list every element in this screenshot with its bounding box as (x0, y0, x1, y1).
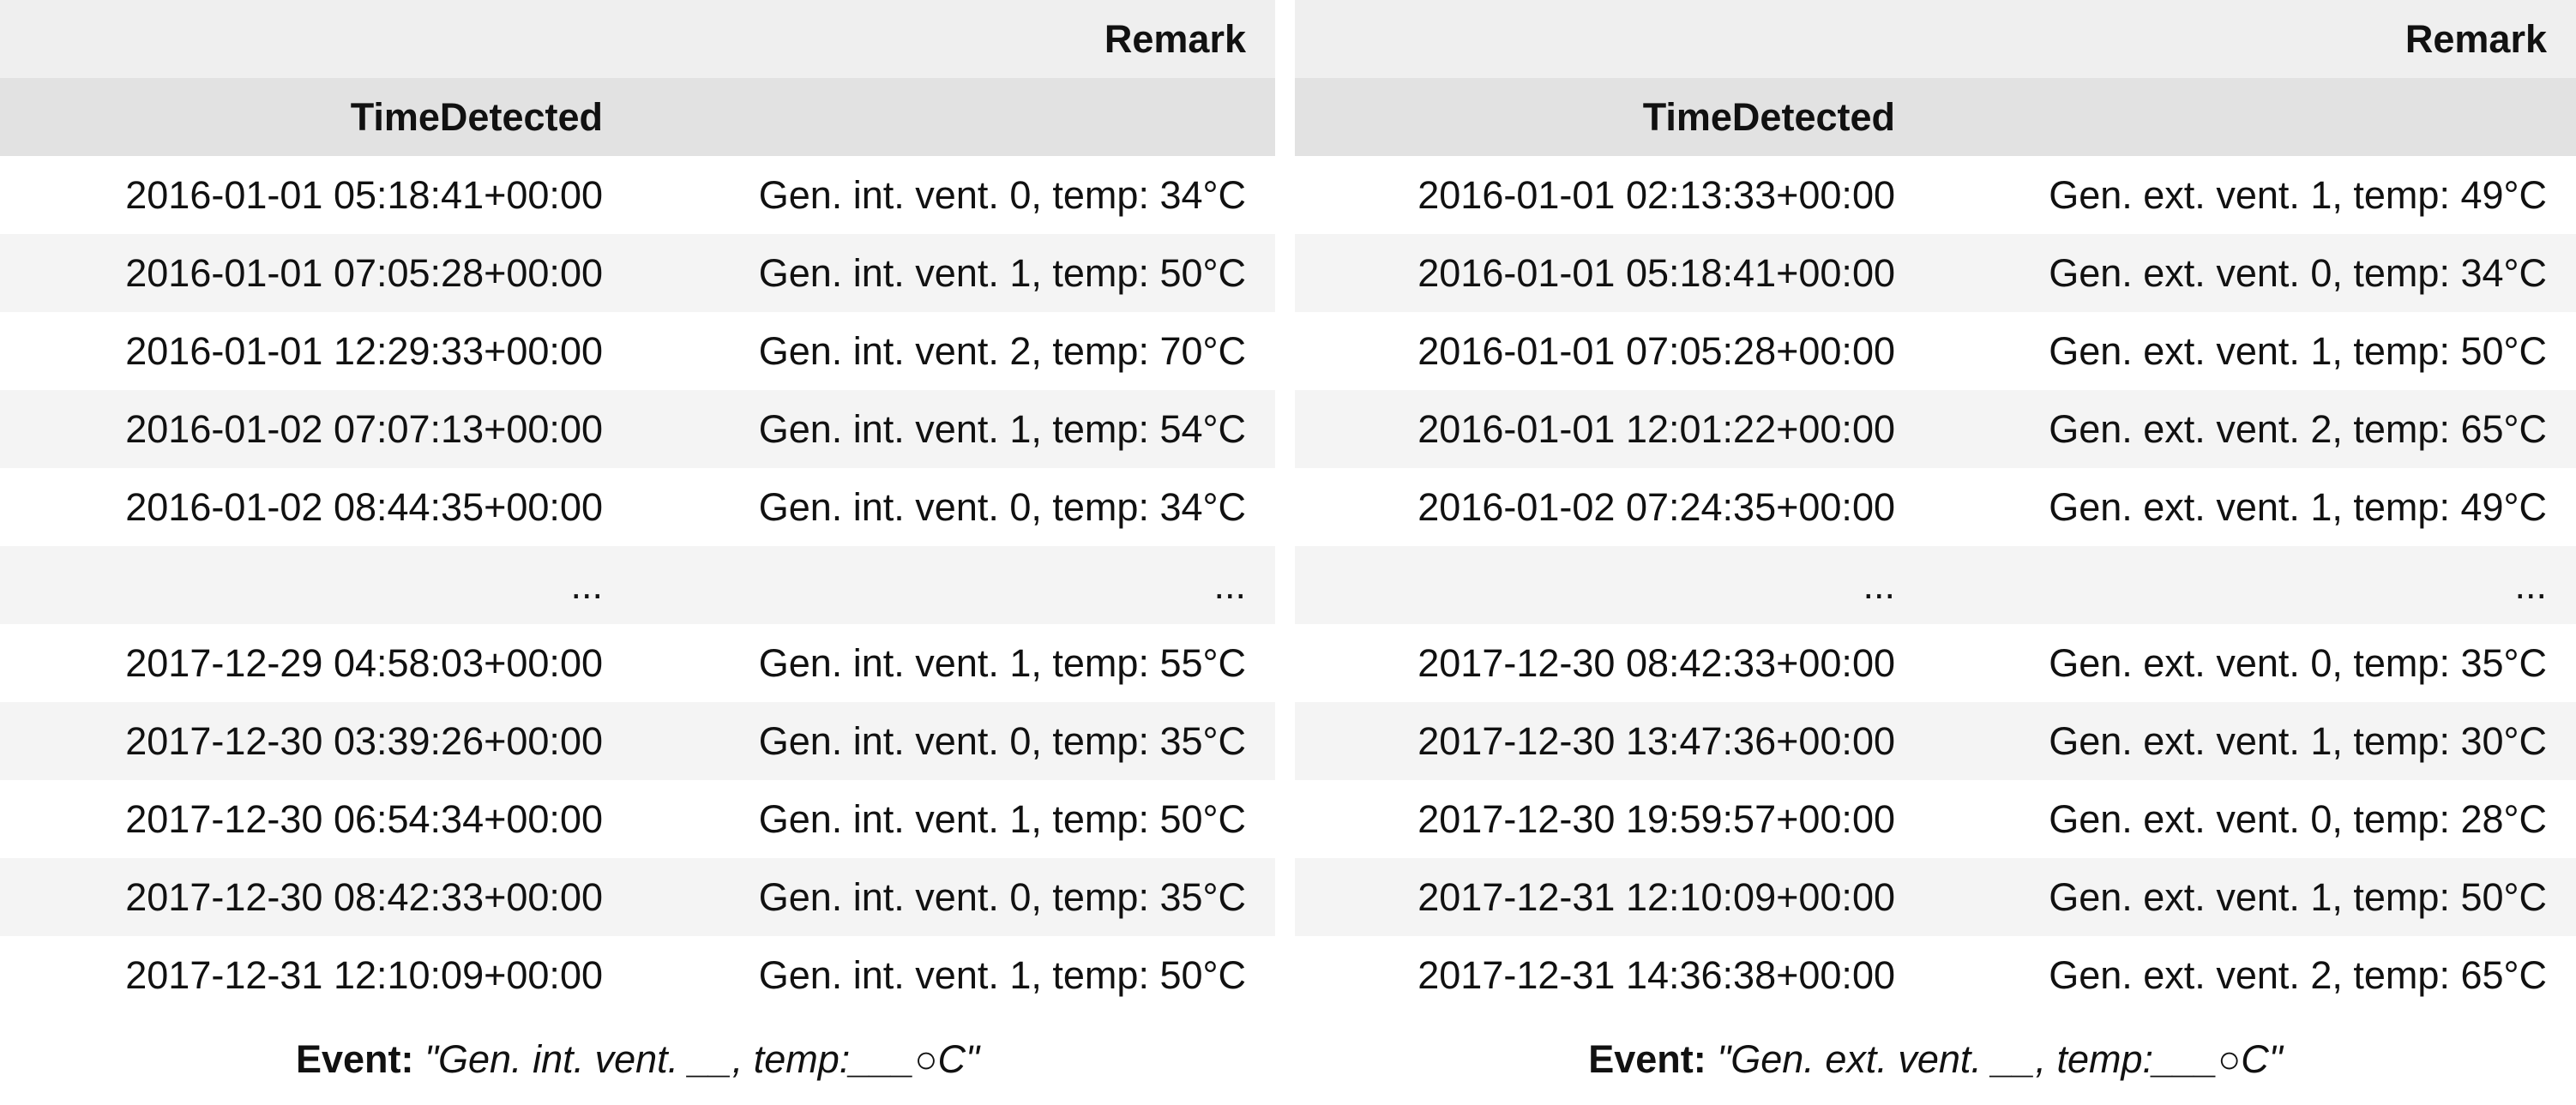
column-header-row: Remark (0, 0, 1275, 78)
ellipsis-row: ...... (0, 546, 1275, 624)
remark-cell: Gen. int. vent. 0, temp: 34°C (632, 468, 1275, 546)
time-detected-cell: 2017-12-30 06:54:34+00:00 (0, 780, 632, 858)
time-detected-cell: 2016-01-01 07:05:28+00:00 (1295, 312, 1924, 390)
remark-cell: Gen. ext. vent. 0, temp: 35°C (1924, 624, 2576, 702)
external-vent-table-panel: Remark TimeDetected 2016-01-01 02:13:33+… (1295, 0, 2576, 1105)
time-detected-cell: 2017-12-30 08:42:33+00:00 (1295, 624, 1924, 702)
timedetected-index-header: TimeDetected (0, 78, 632, 156)
header-blank-cell (1295, 0, 1924, 78)
timedetected-index-header: TimeDetected (1295, 78, 1924, 156)
table-row: 2017-12-29 04:58:03+00:00 Gen. int. vent.… (0, 624, 1275, 702)
remark-cell: Gen. int. vent. 2, temp: 70°C (632, 312, 1275, 390)
remark-cell: Gen. int. vent. 1, temp: 50°C (632, 780, 1275, 858)
index-header-row: TimeDetected (1295, 78, 2576, 156)
remark-column-header: Remark (1924, 0, 2576, 78)
table-row: 2017-12-30 19:59:57+00:00 Gen. ext. vent.… (1295, 780, 2576, 858)
header-blank-cell (632, 78, 1275, 156)
remark-cell: Gen. int. vent. 0, temp: 35°C (632, 858, 1275, 936)
remark-cell: Gen. ext. vent. 2, temp: 65°C (1924, 936, 2576, 1014)
table-caption: Event: "Gen. ext. vent. __, temp:___○C" (1295, 1014, 2576, 1105)
remark-cell: Gen. ext. vent. 1, temp: 49°C (1924, 468, 2576, 546)
table-row: 2016-01-01 12:29:33+00:00 Gen. int. vent.… (0, 312, 1275, 390)
remark-cell: Gen. ext. vent. 1, temp: 50°C (1924, 858, 2576, 936)
remark-cell: Gen. ext. vent. 0, temp: 28°C (1924, 780, 2576, 858)
table-row: 2016-01-01 05:18:41+00:00 Gen. int. vent.… (0, 156, 1275, 234)
ellipsis-cell: ... (0, 546, 632, 624)
remark-cell: Gen. ext. vent. 1, temp: 50°C (1924, 312, 2576, 390)
remark-cell: Gen. int. vent. 0, temp: 35°C (632, 702, 1275, 780)
column-header-row: Remark (1295, 0, 2576, 78)
index-header-row: TimeDetected (0, 78, 1275, 156)
time-detected-cell: 2016-01-02 07:07:13+00:00 (0, 390, 632, 468)
time-detected-cell: 2016-01-02 08:44:35+00:00 (0, 468, 632, 546)
ellipsis-row: ...... (1295, 546, 2576, 624)
ellipsis-cell: ... (1295, 546, 1924, 624)
caption-pattern: "Gen. int. vent. __, temp:___○C" (424, 1037, 979, 1081)
remark-cell: Gen. ext. vent. 0, temp: 34°C (1924, 234, 2576, 312)
header-blank-cell (0, 0, 632, 78)
table-row: 2017-12-30 08:42:33+00:00 Gen. int. vent.… (0, 858, 1275, 936)
header-blank-cell (1924, 78, 2576, 156)
remark-cell: Gen. int. vent. 0, temp: 34°C (632, 156, 1275, 234)
table-row: 2017-12-30 06:54:34+00:00 Gen. int. vent.… (0, 780, 1275, 858)
time-detected-cell: 2016-01-01 12:29:33+00:00 (0, 312, 632, 390)
remark-cell: Gen. int. vent. 1, temp: 55°C (632, 624, 1275, 702)
table-row: 2017-12-30 13:47:36+00:00 Gen. ext. vent.… (1295, 702, 2576, 780)
remark-cell: Gen. int. vent. 1, temp: 54°C (632, 390, 1275, 468)
remark-column-header: Remark (632, 0, 1275, 78)
time-detected-cell: 2017-12-31 12:10:09+00:00 (1295, 858, 1924, 936)
table-row: 2016-01-01 07:05:28+00:00 Gen. ext. vent.… (1295, 312, 2576, 390)
table-caption: Event: "Gen. int. vent. __, temp:___○C" (0, 1014, 1275, 1105)
table-row: 2016-01-02 08:44:35+00:00 Gen. int. vent.… (0, 468, 1275, 546)
ellipsis-cell: ... (1924, 546, 2576, 624)
table-row: 2017-12-31 14:36:38+00:00 Gen. ext. vent.… (1295, 936, 2576, 1014)
time-detected-cell: 2017-12-31 14:36:38+00:00 (1295, 936, 1924, 1014)
time-detected-cell: 2017-12-30 19:59:57+00:00 (1295, 780, 1924, 858)
time-detected-cell: 2017-12-30 13:47:36+00:00 (1295, 702, 1924, 780)
table-row: 2017-12-30 08:42:33+00:00 Gen. ext. vent.… (1295, 624, 2576, 702)
external-vent-table: Remark TimeDetected 2016-01-01 02:13:33+… (1295, 0, 2576, 1014)
table-row: 2016-01-01 07:05:28+00:00 Gen. int. vent.… (0, 234, 1275, 312)
table-row: 2017-12-31 12:10:09+00:00 Gen. ext. vent.… (1295, 858, 2576, 936)
caption-pattern: "Gen. ext. vent. __, temp:___○C" (1717, 1037, 2283, 1081)
time-detected-cell: 2016-01-01 05:18:41+00:00 (1295, 234, 1924, 312)
remark-cell: Gen. ext. vent. 1, temp: 49°C (1924, 156, 2576, 234)
time-detected-cell: 2016-01-01 07:05:28+00:00 (0, 234, 632, 312)
caption-label: Event: (295, 1037, 414, 1081)
table-row: 2016-01-01 12:01:22+00:00 Gen. ext. vent.… (1295, 390, 2576, 468)
internal-vent-table-panel: Remark TimeDetected 2016-01-01 05:18:41+… (0, 0, 1275, 1105)
remark-cell: Gen. int. vent. 1, temp: 50°C (632, 234, 1275, 312)
time-detected-cell: 2016-01-02 07:24:35+00:00 (1295, 468, 1924, 546)
remark-cell: Gen. ext. vent. 2, temp: 65°C (1924, 390, 2576, 468)
remark-cell: Gen. int. vent. 1, temp: 50°C (632, 936, 1275, 1014)
table-row: 2016-01-01 05:18:41+00:00 Gen. ext. vent.… (1295, 234, 2576, 312)
table-row: 2016-01-02 07:07:13+00:00 Gen. int. vent.… (0, 390, 1275, 468)
remark-cell: Gen. ext. vent. 1, temp: 30°C (1924, 702, 2576, 780)
time-detected-cell: 2017-12-29 04:58:03+00:00 (0, 624, 632, 702)
internal-vent-table: Remark TimeDetected 2016-01-01 05:18:41+… (0, 0, 1275, 1014)
time-detected-cell: 2016-01-01 02:13:33+00:00 (1295, 156, 1924, 234)
table-row: 2016-01-01 02:13:33+00:00 Gen. ext. vent.… (1295, 156, 2576, 234)
caption-label: Event: (1588, 1037, 1706, 1081)
time-detected-cell: 2017-12-30 08:42:33+00:00 (0, 858, 632, 936)
table-row: 2017-12-30 03:39:26+00:00 Gen. int. vent.… (0, 702, 1275, 780)
table-row: 2016-01-02 07:24:35+00:00 Gen. ext. vent.… (1295, 468, 2576, 546)
ellipsis-cell: ... (632, 546, 1275, 624)
time-detected-cell: 2017-12-31 12:10:09+00:00 (0, 936, 632, 1014)
time-detected-cell: 2017-12-30 03:39:26+00:00 (0, 702, 632, 780)
time-detected-cell: 2016-01-01 05:18:41+00:00 (0, 156, 632, 234)
time-detected-cell: 2016-01-01 12:01:22+00:00 (1295, 390, 1924, 468)
table-row: 2017-12-31 12:10:09+00:00 Gen. int. vent.… (0, 936, 1275, 1014)
